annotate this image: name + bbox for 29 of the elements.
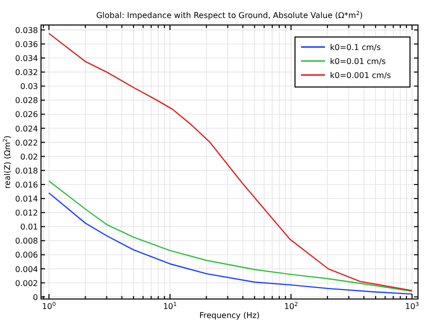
y-tick-label: 0.008 xyxy=(15,236,38,246)
y-tick-label: 0 xyxy=(32,292,38,302)
y-tick-label: 0.024 xyxy=(15,124,38,134)
y-tick-label: 0.006 xyxy=(15,250,38,260)
legend-label: k0=0.01 cm/s xyxy=(330,57,386,66)
legend-label: k0=0.001 cm/s xyxy=(330,71,391,80)
y-tick-label: 0.022 xyxy=(15,138,38,148)
y-tick-label: 0.03 xyxy=(20,82,38,92)
y-tick-label: 0.014 xyxy=(15,194,38,204)
y-tick-label: 0.02 xyxy=(20,152,38,162)
y-tick-label: 0.036 xyxy=(15,40,38,49)
y-tick-label: 0.034 xyxy=(15,54,38,64)
y-tick-label: 0.028 xyxy=(15,96,38,106)
y-tick-label: 0.004 xyxy=(15,264,38,274)
x-tick-label: 10$^{1}$ xyxy=(163,301,178,311)
y-tick-label: 0.012 xyxy=(15,208,38,218)
y-tick-label: 0.016 xyxy=(15,180,38,190)
y-tick-label: 0.032 xyxy=(15,68,38,78)
y-tick-label: 0.026 xyxy=(15,110,38,120)
y-tick-label: 0.038 xyxy=(15,26,38,35)
x-tick-label: 10$^{3}$ xyxy=(405,301,420,311)
y-tick-label: 0.01 xyxy=(20,222,38,232)
x-tick-label: 10$^{0}$ xyxy=(42,301,56,311)
chart-title: Global: Impedance with Respect to Ground, Absolute Value (Ω*m$^{2}$) xyxy=(96,10,363,20)
x-axis-title: Frequency (Hz) xyxy=(199,311,260,320)
y-tick-label: 0.018 xyxy=(15,166,38,176)
y-tick-label: 0.002 xyxy=(15,278,38,288)
x-tick-label: 10$^{2}$ xyxy=(284,301,298,311)
legend-label: k0=0.1 cm/s xyxy=(330,43,381,52)
